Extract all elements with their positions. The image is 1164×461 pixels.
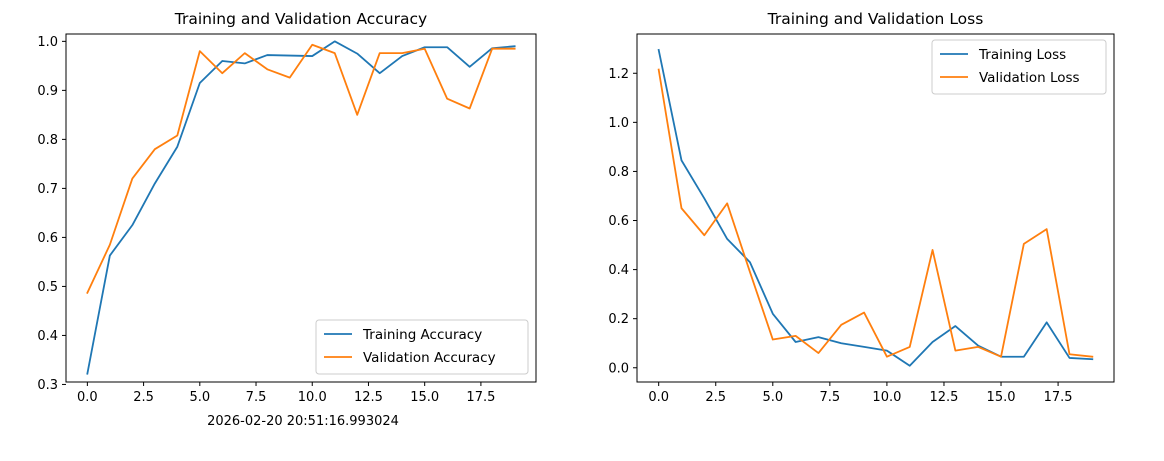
- y-tick-label: 1.0: [37, 35, 58, 50]
- axes-frame: [636, 33, 1115, 383]
- legend-label: Training Loss: [978, 47, 1066, 63]
- x-tick-label: 15.0: [987, 390, 1016, 405]
- legend: Training Accuracy Validation Accuracy: [315, 319, 529, 375]
- legend-box: [931, 39, 1107, 95]
- y-tick-label: 1.2: [608, 67, 629, 82]
- y-tick-label: 0.6: [37, 231, 58, 246]
- legend-box: [315, 319, 529, 375]
- accuracy-chart: Training and Validation Accuracy 0.0 2.5 5.…: [37, 10, 537, 405]
- x-tick-label: 10.0: [872, 390, 901, 405]
- y-tick-label: 0.8: [608, 165, 629, 180]
- x-tick-label: 7.5: [246, 390, 267, 405]
- x-tick-label: 17.5: [1044, 390, 1073, 405]
- legend-label: Training Accuracy: [362, 327, 482, 343]
- y-tick-label: 0.7: [37, 182, 58, 197]
- y-tick-label: 0.4: [608, 263, 629, 278]
- chart-title: Training and Validation Accuracy: [174, 10, 427, 28]
- legend-label: Validation Loss: [979, 70, 1080, 86]
- x-tick-label: 17.5: [466, 390, 495, 405]
- x-tick-label: 12.5: [929, 390, 958, 405]
- loss-chart: Training and Validation Loss 0.0 2.5 5.0 7.5…: [608, 10, 1115, 405]
- y-tick-label: 0.9: [37, 84, 58, 99]
- y-tick-label: 0.3: [37, 378, 58, 393]
- series-line-validation-loss: [657, 68, 1094, 358]
- legend: Training Loss Validation Loss: [931, 39, 1107, 95]
- y-tick-label: 1.0: [608, 116, 629, 131]
- x-tick-label: 2.5: [133, 390, 154, 405]
- x-tick-label: 2.5: [705, 390, 726, 405]
- x-tick-label: 0.0: [77, 390, 98, 405]
- y-tick-label: 0.0: [608, 361, 629, 376]
- chart-title: Training and Validation Loss: [767, 10, 984, 28]
- series-line-training-accuracy: [86, 40, 516, 375]
- y-tick-label: 0.6: [608, 214, 629, 229]
- y-tick-label: 0.2: [608, 312, 629, 327]
- axes-frame: [65, 33, 537, 383]
- y-tick-label: 0.8: [37, 133, 58, 148]
- x-tick-label: 5.0: [762, 390, 783, 405]
- x-tick-label: 5.0: [189, 390, 210, 405]
- series-line-training-loss: [657, 48, 1094, 367]
- y-tick-label: 0.4: [37, 329, 58, 344]
- y-tick-label: 0.5: [37, 280, 58, 295]
- x-tick-label: 0.0: [648, 390, 669, 405]
- x-tick-label: 15.0: [410, 390, 439, 405]
- series-line-validation-accuracy: [86, 43, 516, 294]
- timestamp-caption: 2026-02-20 20:51:16.993024: [207, 414, 399, 429]
- x-tick-label: 10.0: [298, 390, 327, 405]
- legend-label: Validation Accuracy: [363, 350, 496, 366]
- x-tick-label: 12.5: [354, 390, 383, 405]
- x-tick-label: 7.5: [820, 390, 841, 405]
